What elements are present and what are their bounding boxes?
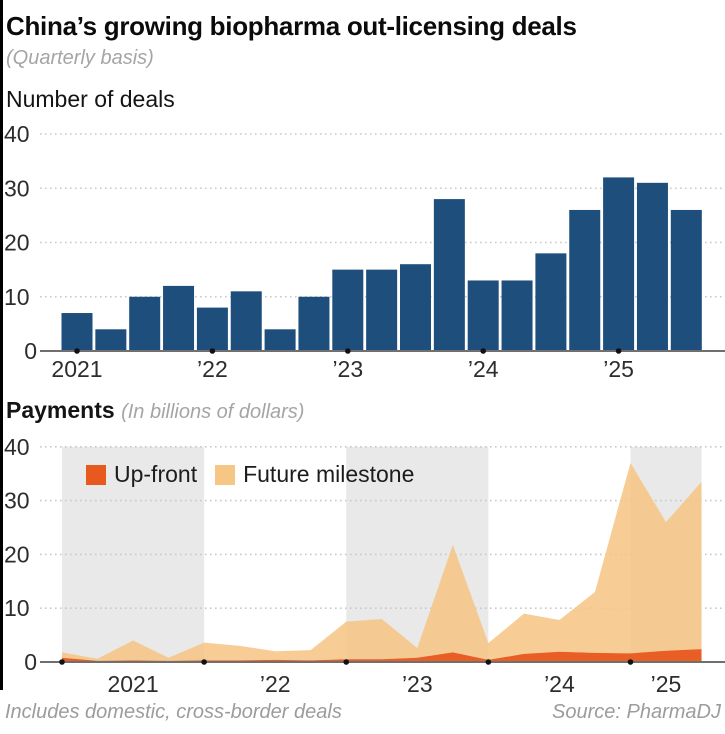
- y-tick-label: 0: [24, 338, 37, 364]
- deals-chart-title: Number of deals: [6, 86, 175, 112]
- y-tick-label: 10: [4, 284, 30, 310]
- payments-axis-tick-dot: [343, 659, 350, 665]
- upfront-area: [62, 649, 702, 662]
- payments-x-tick-label: ’24: [544, 671, 575, 697]
- payments-x-tick-label: 2021: [107, 671, 158, 697]
- payments-axis-tick-dot: [485, 659, 492, 665]
- deals-bar: [163, 285, 195, 351]
- page-subtitle: (Quarterly basis): [6, 47, 154, 69]
- deals-x-tick-label: ’22: [197, 356, 228, 382]
- payments-x-tick-label: ’22: [260, 671, 291, 697]
- payments-area-chart: 0 10 20 30 40 2021 ’22 ’23 ’24 ’25: [4, 434, 725, 697]
- future-milestone-legend-swatch: [215, 464, 236, 485]
- payments-axis-tick-dot: [627, 659, 634, 665]
- future-milestone-legend-label: Future milestone: [243, 461, 415, 487]
- y-tick-label: 0: [24, 649, 37, 675]
- y-tick-label: 30: [4, 488, 30, 514]
- payments-chart-heading: Payments (In billions of dollars): [6, 397, 304, 424]
- left-edge-rule: [0, 0, 3, 690]
- page-title: China’s growing biopharma out-licensing …: [6, 11, 577, 41]
- deals-x-tick-label: 2021: [51, 356, 102, 382]
- deals-bar: [400, 264, 431, 351]
- deals-bar: [603, 177, 635, 351]
- deals-axis-tick-dot: [615, 348, 622, 354]
- upfront-legend-label: Up-front: [114, 461, 198, 487]
- deals-bar: [636, 182, 668, 351]
- deals-bar: [129, 296, 161, 351]
- y-tick-label: 10: [4, 595, 30, 621]
- deals-bar: [298, 296, 330, 351]
- future-milestone-area: [62, 462, 702, 661]
- upfront-legend-swatch: [86, 464, 106, 485]
- deals-bar: [61, 313, 93, 351]
- deals-bar: [569, 209, 601, 351]
- payments-legend: Up-front Future milestone: [86, 461, 414, 488]
- payments-x-tick-label: ’23: [402, 671, 433, 697]
- deals-bar-chart: 0 10 20 30 40 2021 ’22 ’23 ’24 ’25: [4, 121, 725, 382]
- deals-x-tick-label: ’23: [332, 356, 363, 382]
- deals-bar: [366, 269, 398, 351]
- deals-bar: [264, 329, 296, 351]
- y-tick-label: 20: [4, 541, 30, 567]
- payments-axis-tick-dot: [59, 659, 65, 665]
- deals-bar: [501, 280, 533, 351]
- payments-x-tick-label: ’25: [651, 671, 682, 697]
- deals-bar: [196, 307, 228, 351]
- y-tick-label: 30: [4, 175, 30, 201]
- deals-bar: [95, 329, 127, 351]
- deals-bar: [535, 253, 567, 351]
- y-tick-label: 40: [4, 121, 30, 147]
- deals-axis-tick-dot: [480, 348, 487, 354]
- deals-bar: [467, 280, 499, 351]
- source-credit: Source: PharmaDJ: [552, 701, 721, 723]
- deals-bar: [433, 199, 465, 351]
- deals-axis-tick-dot: [74, 348, 80, 354]
- payments-chart-title: Payments: [6, 397, 115, 423]
- footnote: Includes domestic, cross-border deals: [5, 701, 342, 723]
- deals-axis-tick-dot: [345, 348, 351, 354]
- deals-bar: [332, 269, 364, 351]
- y-tick-label: 40: [4, 434, 30, 460]
- y-tick-label: 20: [4, 230, 30, 256]
- deals-bar: [230, 291, 262, 351]
- deals-axis-tick-dot: [209, 348, 216, 354]
- deals-bar: [670, 209, 702, 351]
- payments-axis-tick-dot: [201, 659, 207, 665]
- deals-x-tick-label: ’24: [468, 356, 499, 382]
- payments-chart-subtitle: (In billions of dollars): [121, 401, 305, 423]
- deals-x-tick-label: ’25: [603, 356, 634, 382]
